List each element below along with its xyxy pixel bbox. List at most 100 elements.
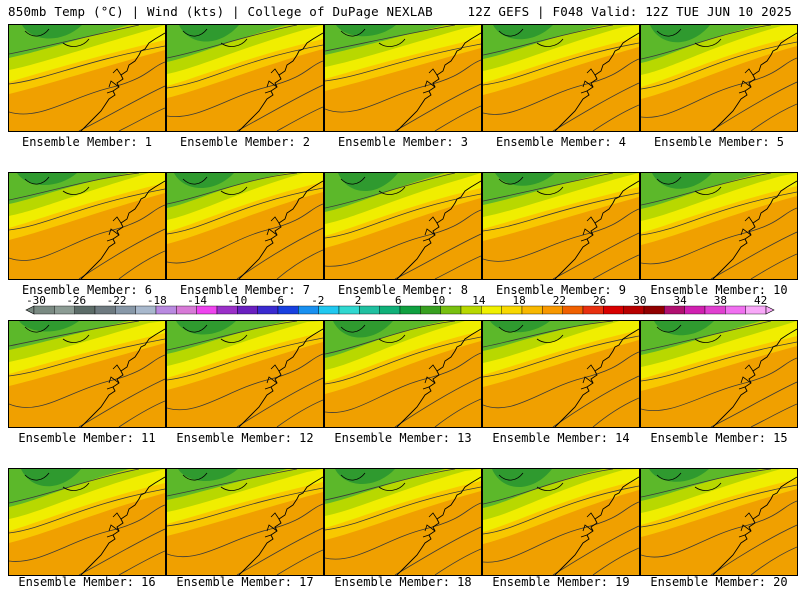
ensemble-map-panel xyxy=(324,468,482,576)
ensemble-member-label: Ensemble Member: 1 xyxy=(21,135,153,149)
colorbar-tick-label: 10 xyxy=(432,296,445,307)
colorbar-swatch xyxy=(704,305,726,315)
temperature-map xyxy=(9,173,165,279)
colorbar-swatch xyxy=(562,305,584,315)
ensemble-map-panel xyxy=(166,468,324,576)
temperature-colorbar: -30 -26 -22 -18 -14 -10 -6 -2 2 6 10 14 18 22 26 30 34 38… xyxy=(25,296,775,315)
colorbar-tick-label: 2 xyxy=(355,296,362,307)
colorbar-swatch xyxy=(298,305,319,315)
colorbar-swatch xyxy=(684,305,706,315)
ensemble-member-label: Ensemble Member: 3 xyxy=(337,135,469,149)
ensemble-map-panel xyxy=(640,320,798,428)
temperature-map xyxy=(167,25,323,131)
colorbar-swatch xyxy=(521,305,543,315)
ensemble-map-panel xyxy=(8,320,166,428)
colorbar-swatch xyxy=(155,305,177,315)
ensemble-map-panel xyxy=(324,24,482,132)
ensemble-member-label: Ensemble Member: 11 xyxy=(18,431,156,445)
ensemble-member-label: Ensemble Member: 4 xyxy=(495,135,627,149)
colorbar-swatch xyxy=(33,305,55,315)
ensemble-map-panel xyxy=(482,468,640,576)
ensemble-map-panel xyxy=(640,468,798,576)
ensemble-member-label: Ensemble Member: 5 xyxy=(653,135,785,149)
colorbar-swatch xyxy=(481,305,502,315)
colorbar-tick-label: 14 xyxy=(472,296,486,307)
ensemble-member-label: Ensemble Member: 8 xyxy=(337,283,469,297)
ensemble-member-label: Ensemble Member: 16 xyxy=(18,575,156,589)
temperature-map xyxy=(9,321,165,427)
temperature-map xyxy=(483,173,639,279)
ensemble-map-panel xyxy=(8,172,166,280)
colorbar-tick-label: 42 xyxy=(754,296,767,307)
colorbar-swatch xyxy=(216,305,238,315)
temperature-map xyxy=(641,469,797,575)
colorbar-swatch xyxy=(603,305,624,315)
ensemble-member-label: Ensemble Member: 19 xyxy=(492,575,630,589)
temperature-map xyxy=(641,25,797,131)
ensemble-map-panel xyxy=(8,24,166,132)
colorbar-swatch xyxy=(542,305,563,315)
ensemble-member-label: Ensemble Member: 2 xyxy=(179,135,311,149)
colorbar-swatch xyxy=(196,305,218,315)
temperature-map xyxy=(9,25,165,131)
header-title: 850mb Temp (°C) | Wind (kts) | College o… xyxy=(8,4,433,19)
ensemble-member-label: Ensemble Member: 14 xyxy=(492,431,630,445)
temperature-map xyxy=(483,25,639,131)
ensemble-map-panel xyxy=(482,24,640,132)
ensemble-map-panel xyxy=(324,172,482,280)
colorbar-swatch xyxy=(94,305,116,315)
temperature-map xyxy=(167,173,323,279)
ensemble-member-label: Ensemble Member: 9 xyxy=(495,283,627,297)
temperature-map xyxy=(325,321,481,427)
ensemble-map-panel xyxy=(166,320,324,428)
colorbar-tick-label: 38 xyxy=(714,296,727,307)
header-run-info: 12Z GEFS | F048 Valid: 12Z TUE JUN 10 20… xyxy=(467,4,792,19)
colorbar-tick-label: -22 xyxy=(107,296,127,307)
temperature-map xyxy=(325,173,481,279)
ensemble-member-label: Ensemble Member: 18 xyxy=(334,575,472,589)
ensemble-member-label: Ensemble Member: 12 xyxy=(176,431,314,445)
colorbar-tick-label: -2 xyxy=(311,296,324,307)
colorbar-right-arrow xyxy=(765,305,775,315)
colorbar-swatch xyxy=(582,305,604,315)
colorbar-swatch xyxy=(257,305,279,315)
colorbar-tick-label: 34 xyxy=(674,296,688,307)
colorbar-left-arrow xyxy=(25,305,35,315)
temperature-map xyxy=(325,25,481,131)
ensemble-map-panel xyxy=(324,320,482,428)
colorbar-swatch xyxy=(623,305,645,315)
colorbar-tick-label: 22 xyxy=(553,296,566,307)
colorbar-swatch xyxy=(399,305,421,315)
ensemble-member-label: Ensemble Member: 6 xyxy=(21,283,153,297)
colorbar-swatch xyxy=(664,305,685,315)
colorbar-tick-label: -30 xyxy=(26,296,46,307)
colorbar-swatch xyxy=(237,305,258,315)
colorbar-swatch xyxy=(643,305,665,315)
colorbar-swatch xyxy=(460,305,482,315)
ensemble-member-label: Ensemble Member: 15 xyxy=(650,431,788,445)
colorbar-swatch xyxy=(725,305,746,315)
colorbar-tick-label: -14 xyxy=(187,296,207,307)
ensemble-map-panel xyxy=(8,468,166,576)
colorbar-swatch xyxy=(74,305,96,315)
colorbar-swatch xyxy=(359,305,380,315)
colorbar-swatch xyxy=(54,305,75,315)
colorbar-tick-label: -26 xyxy=(66,296,86,307)
temperature-map xyxy=(483,321,639,427)
colorbar-tick-label: 30 xyxy=(633,296,646,307)
ensemble-member-label: Ensemble Member: 7 xyxy=(179,283,311,297)
colorbar-swatch xyxy=(440,305,462,315)
ensemble-member-label: Ensemble Member: 10 xyxy=(650,283,788,297)
temperature-map xyxy=(167,321,323,427)
colorbar-tick-label: 18 xyxy=(512,296,525,307)
colorbar-tick-label: 6 xyxy=(395,296,402,307)
temperature-map xyxy=(9,469,165,575)
temperature-map xyxy=(167,469,323,575)
temperature-map xyxy=(641,321,797,427)
colorbar-swatch xyxy=(176,305,197,315)
temperature-map xyxy=(325,469,481,575)
colorbar-swatch xyxy=(501,305,523,315)
ensemble-member-label: Ensemble Member: 20 xyxy=(650,575,788,589)
ensemble-map-panel xyxy=(640,24,798,132)
colorbar-swatch xyxy=(318,305,340,315)
